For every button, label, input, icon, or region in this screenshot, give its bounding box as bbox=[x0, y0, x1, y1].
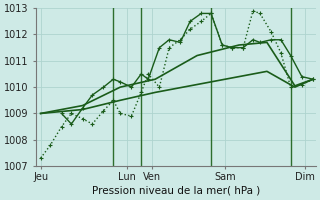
X-axis label: Pression niveau de la mer( hPa ): Pression niveau de la mer( hPa ) bbox=[92, 186, 260, 196]
